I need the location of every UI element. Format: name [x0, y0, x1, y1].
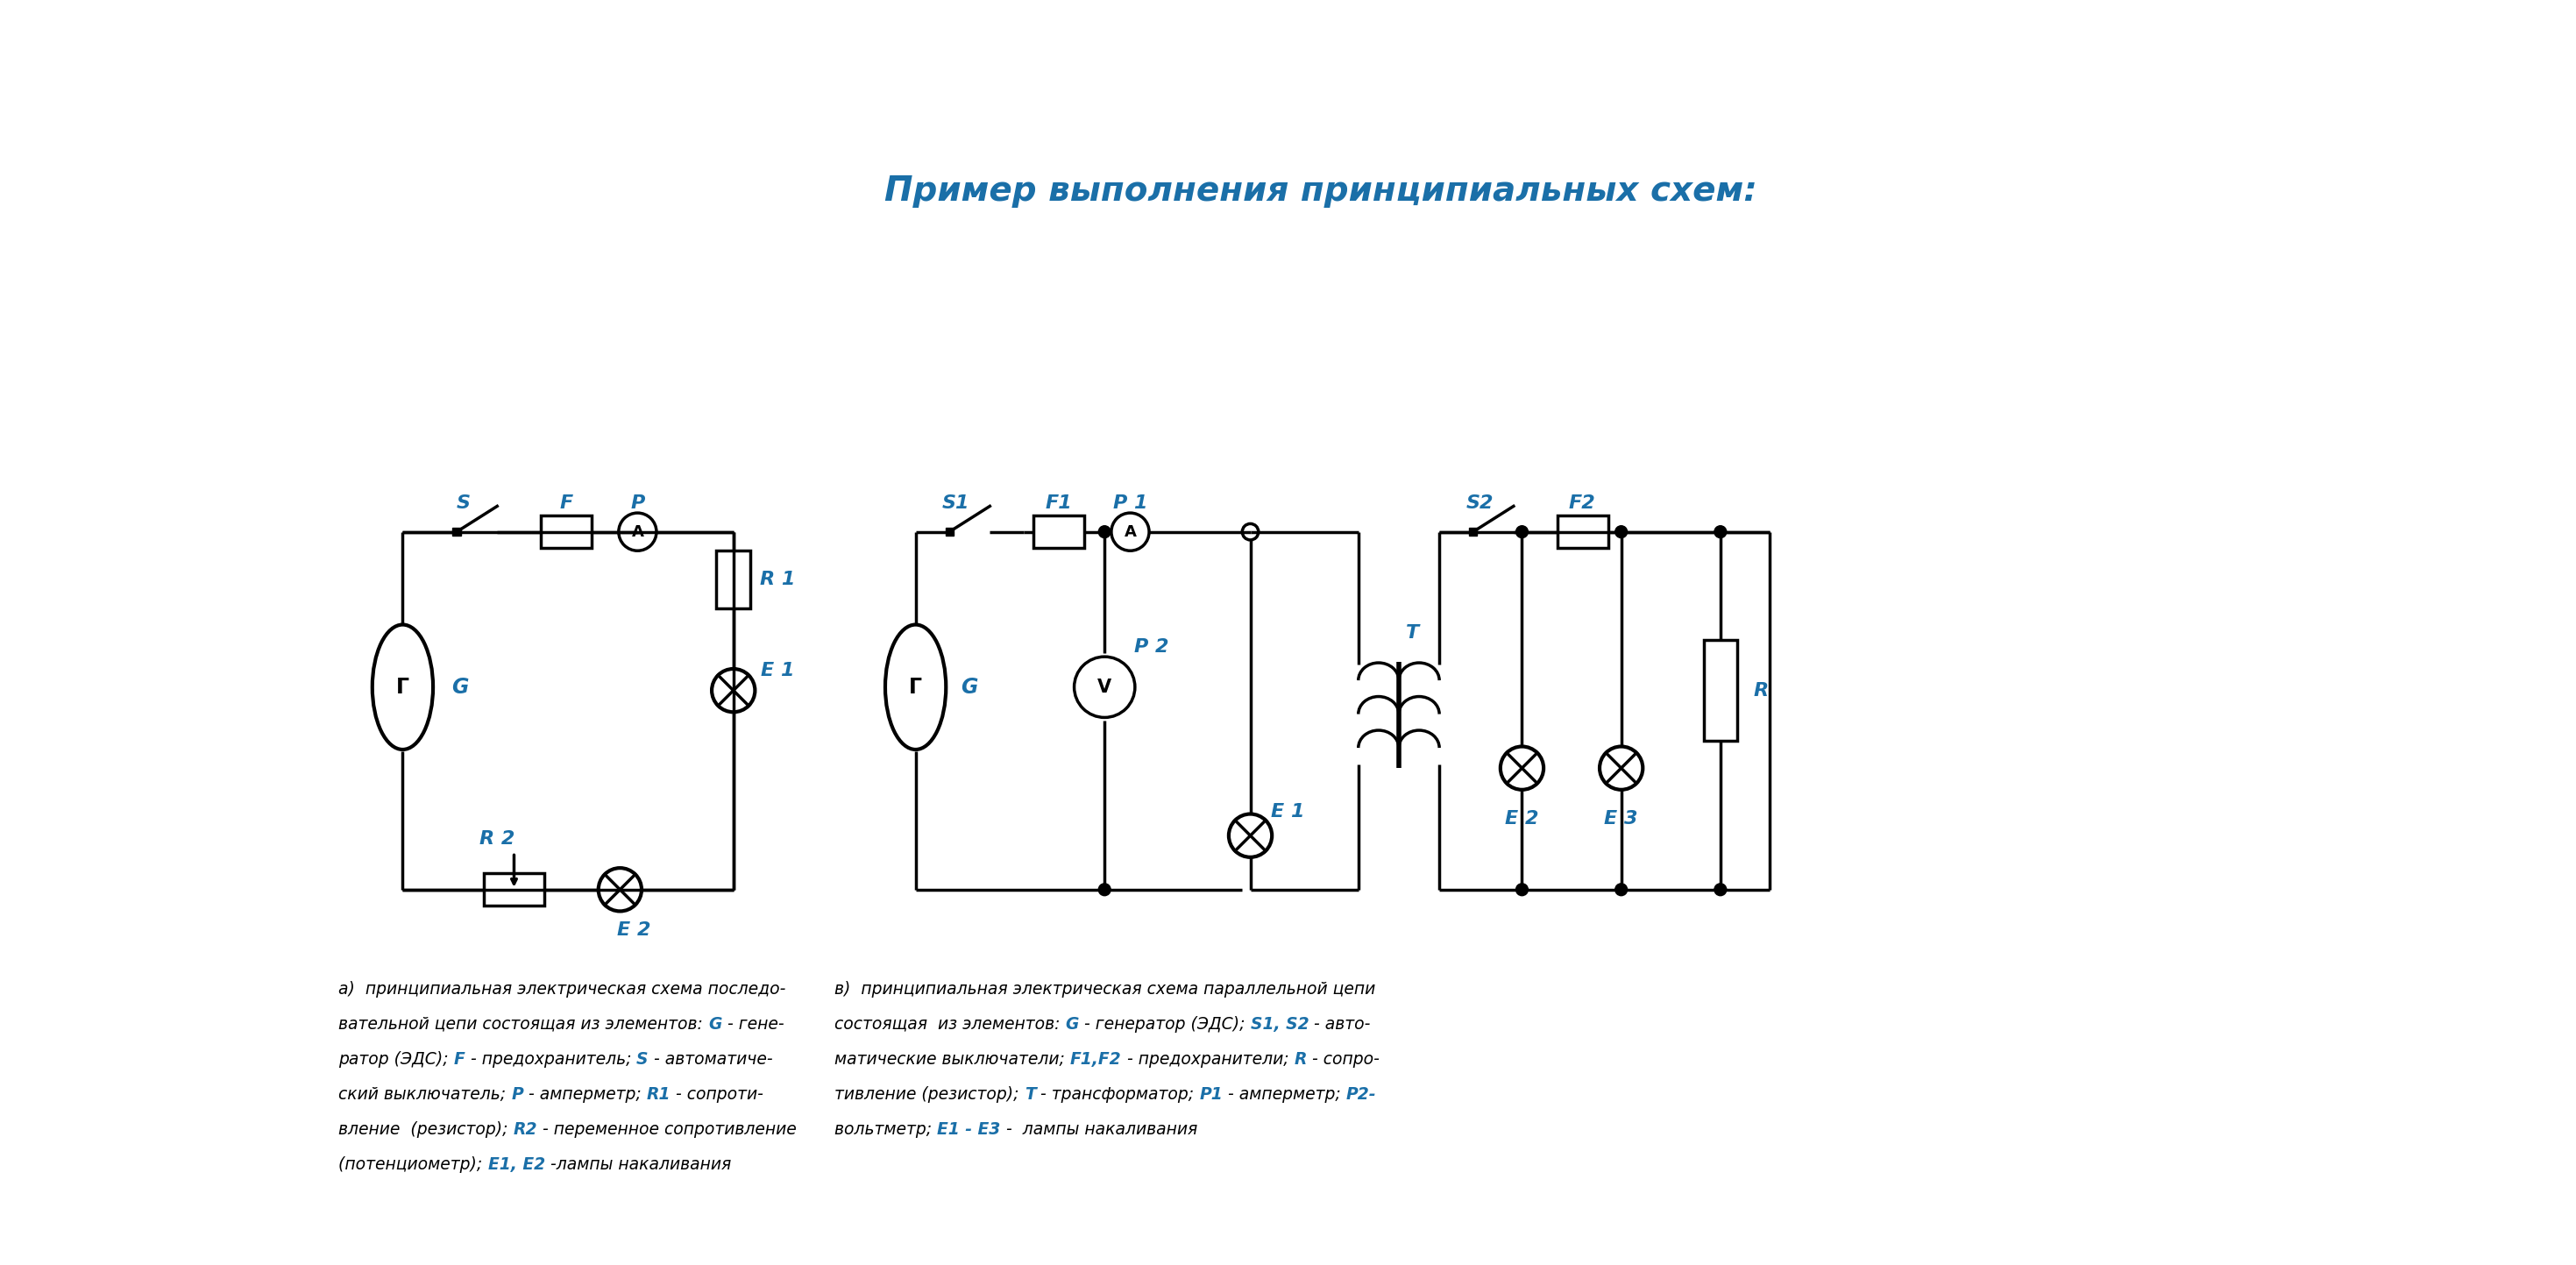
Circle shape [1515, 883, 1528, 896]
Bar [1468, 528, 1476, 536]
Text: E 3: E 3 [1605, 810, 1638, 827]
Text: - сопро-: - сопро- [1306, 1051, 1378, 1068]
Text: S1, S2: S1, S2 [1249, 1016, 1309, 1032]
Text: E1 - E3: E1 - E3 [938, 1121, 999, 1137]
Text: - переменное сопротивление: - переменное сопротивление [538, 1121, 796, 1137]
Circle shape [1097, 883, 1110, 896]
Text: E1, E2: E1, E2 [487, 1156, 546, 1173]
Text: - предохранители;: - предохранители; [1121, 1051, 1293, 1068]
Text: E 1: E 1 [1270, 803, 1303, 821]
Text: S2: S2 [1466, 495, 1494, 512]
Text: вательной цепи состоящая из элементов:: вательной цепи состоящая из элементов: [337, 1016, 708, 1032]
Circle shape [1097, 526, 1110, 538]
Text: Г: Г [397, 677, 410, 697]
Text: R: R [1754, 682, 1767, 700]
Text: - гене-: - гене- [721, 1016, 783, 1032]
Text: F: F [453, 1051, 466, 1068]
Text: - амперметр;: - амперметр; [523, 1087, 647, 1103]
Text: - авто-: - авто- [1309, 1016, 1370, 1032]
Text: - автоматиче-: - автоматиче- [649, 1051, 773, 1068]
Text: G: G [961, 677, 979, 697]
Circle shape [1716, 526, 1726, 538]
Circle shape [1515, 526, 1528, 538]
Text: F1: F1 [1046, 495, 1072, 512]
Circle shape [1716, 883, 1726, 896]
Text: R 2: R 2 [479, 830, 515, 848]
Bar [541, 516, 592, 548]
Text: E 2: E 2 [1504, 810, 1538, 827]
Text: - амперметр;: - амперметр; [1224, 1087, 1347, 1103]
Text: F: F [559, 495, 572, 512]
Text: - предохранитель;: - предохранитель; [466, 1051, 636, 1068]
Text: P1: P1 [1200, 1087, 1224, 1103]
Text: вление  (резистор);: вление (резистор); [337, 1121, 513, 1137]
Text: E 2: E 2 [616, 921, 649, 939]
Text: R2: R2 [513, 1121, 538, 1137]
Text: P: P [513, 1087, 523, 1103]
Text: T: T [1025, 1087, 1036, 1103]
Bar [1033, 516, 1084, 548]
Bar [716, 550, 750, 608]
Text: вольтметр;: вольтметр; [835, 1121, 938, 1137]
Text: - трансформатор;: - трансформатор; [1036, 1087, 1200, 1103]
Text: G: G [708, 1016, 721, 1032]
Text: R1: R1 [647, 1087, 670, 1103]
Text: G: G [1066, 1016, 1079, 1032]
Text: T: T [1406, 625, 1419, 641]
Text: F2: F2 [1569, 495, 1597, 512]
Text: S1: S1 [943, 495, 971, 512]
Text: F1,F2: F1,F2 [1069, 1051, 1121, 1068]
Text: ратор (ЭДС);: ратор (ЭДС); [337, 1051, 453, 1068]
Text: а)  принципиальная электрическая схема последо-: а) принципиальная электрическая схема по… [337, 980, 786, 997]
Text: P 2: P 2 [1133, 638, 1170, 655]
Bar [1558, 516, 1607, 548]
Bar [1703, 640, 1736, 741]
Text: A: A [631, 524, 644, 540]
Text: V: V [1097, 678, 1113, 696]
Bar [453, 528, 461, 536]
Text: S: S [636, 1051, 649, 1068]
Text: состоящая  из элементов:: состоящая из элементов: [835, 1016, 1066, 1032]
Text: матические выключатели;: матические выключатели; [835, 1051, 1069, 1068]
Text: S: S [456, 495, 471, 512]
Text: P: P [631, 495, 644, 512]
Text: - сопроти-: - сопроти- [670, 1087, 762, 1103]
Text: A: A [1123, 524, 1136, 540]
Text: -лампы накаливания: -лампы накаливания [546, 1156, 732, 1173]
Circle shape [1242, 524, 1260, 540]
Text: P 1: P 1 [1113, 495, 1146, 512]
Bar [945, 528, 953, 536]
Text: (потенциометр);: (потенциометр); [337, 1156, 487, 1173]
Text: ский выключатель;: ский выключатель; [337, 1087, 513, 1103]
Circle shape [1615, 526, 1628, 538]
Text: Пример выполнения принципиальных схем:: Пример выполнения принципиальных схем: [884, 175, 1757, 207]
Text: Г: Г [909, 677, 922, 697]
Text: P2-: P2- [1347, 1087, 1376, 1103]
Text: в)  принципиальная электрическая схема параллельной цепи: в) принципиальная электрическая схема па… [835, 980, 1376, 997]
Text: - генератор (ЭДС);: - генератор (ЭДС); [1079, 1016, 1249, 1032]
Text: R 1: R 1 [760, 571, 796, 588]
Text: E 1: E 1 [760, 662, 793, 679]
Bar [484, 873, 544, 906]
Text: G: G [451, 677, 469, 697]
Text: -  лампы накаливания: - лампы накаливания [999, 1121, 1198, 1137]
Text: тивление (резистор);: тивление (резистор); [835, 1087, 1025, 1103]
Circle shape [1615, 883, 1628, 896]
Text: R: R [1293, 1051, 1306, 1068]
